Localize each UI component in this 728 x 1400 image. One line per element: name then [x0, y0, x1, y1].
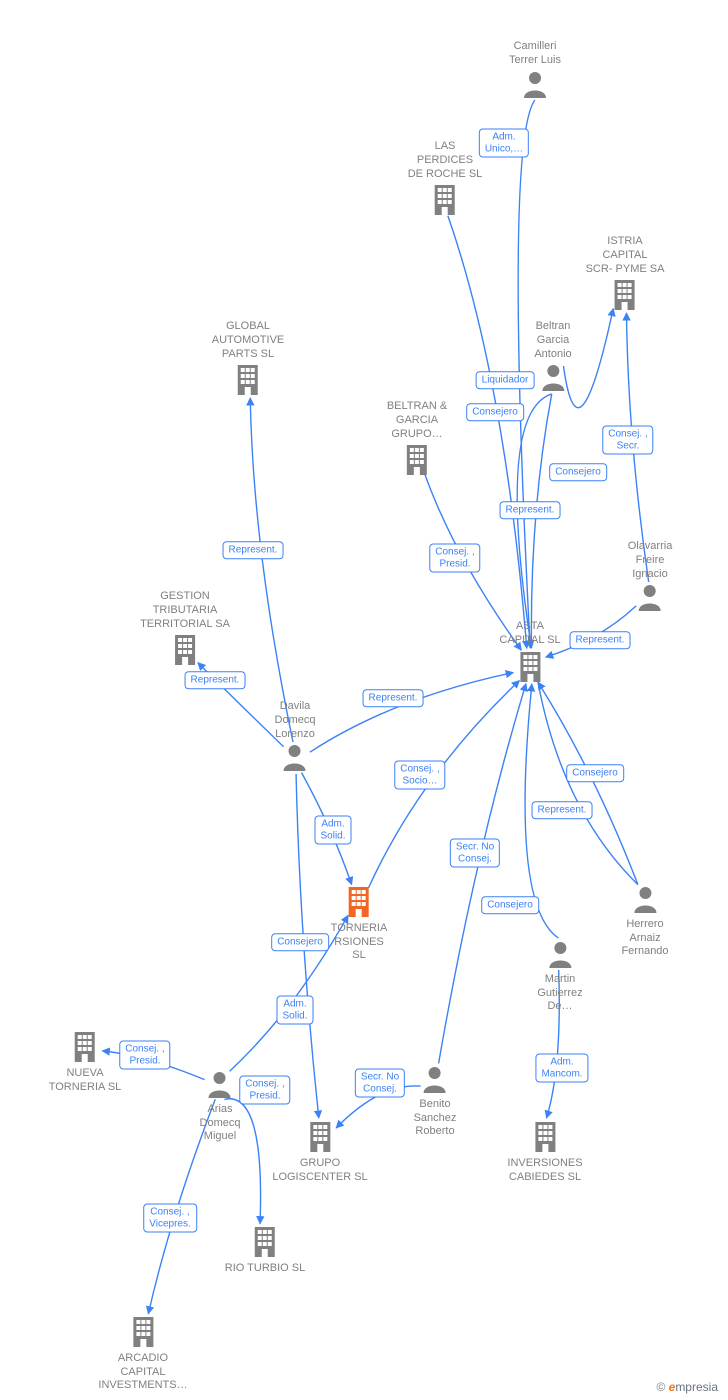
person-icon — [547, 940, 573, 973]
edge-label: Represent. — [363, 689, 424, 707]
node-label: TORNERIARSIONESSL — [331, 922, 388, 963]
node-benito[interactable]: BenitoSanchezRoberto — [414, 1065, 457, 1141]
node-label: BELTRAN &GARCIAGRUPO… — [387, 400, 447, 441]
edge-label: Liquidador — [476, 371, 535, 389]
node-camilleri[interactable]: CamilleriTerrer Luis — [509, 40, 561, 102]
edge-label: Adm.Solid. — [314, 816, 351, 845]
edge — [439, 684, 526, 1064]
building-icon — [531, 1120, 559, 1157]
node-label: NUEVATORNERIA SL — [49, 1067, 122, 1095]
node-martin[interactable]: MartinGutierrezDe… — [537, 940, 582, 1016]
node-inversiones[interactable]: INVERSIONESCABIEDES SL — [507, 1120, 582, 1186]
person-icon — [637, 583, 663, 616]
edge-label: Represent. — [500, 501, 561, 519]
building-icon — [306, 1120, 334, 1157]
edge — [538, 682, 638, 885]
edge-label: Consej. ,Presid. — [429, 544, 480, 573]
node-label: CamilleriTerrer Luis — [509, 40, 561, 68]
building-icon — [403, 443, 431, 480]
node-arcadio[interactable]: ARCADIOCAPITALINVESTMENTS… — [98, 1315, 187, 1395]
building-icon — [611, 278, 639, 315]
building-icon — [129, 1315, 157, 1352]
edge-label: Consejero — [481, 896, 539, 914]
edge — [517, 394, 552, 648]
node-label: AriasDomecqMiguel — [200, 1103, 241, 1144]
person-icon — [540, 363, 566, 396]
node-label: BeltranGarciaAntonio — [534, 320, 571, 361]
node-label: INVERSIONESCABIEDES SL — [507, 1157, 582, 1185]
node-herrero[interactable]: HerreroArnaizFernando — [621, 885, 668, 961]
node-label: LASPERDICESDE ROCHE SL — [408, 140, 483, 181]
node-rio[interactable]: RIO TURBIO SL — [225, 1225, 305, 1278]
building-icon — [234, 363, 262, 400]
person-icon — [422, 1065, 448, 1098]
node-olavarria[interactable]: OlavarriaFreireIgnacio — [628, 540, 673, 616]
building-icon — [516, 650, 544, 687]
edge — [531, 394, 551, 648]
node-beltran_c[interactable]: BELTRAN &GARCIAGRUPO… — [387, 400, 447, 480]
edge-label: Consejero — [466, 403, 524, 421]
edge-label: Represent. — [223, 541, 284, 559]
node-gestion[interactable]: GESTIONTRIBUTARIATERRITORIAL SA — [140, 590, 230, 670]
node-label: GESTIONTRIBUTARIATERRITORIAL SA — [140, 590, 230, 631]
node-arias[interactable]: AriasDomecqMiguel — [200, 1070, 241, 1146]
node-label: ISTRIACAPITALSCR- PYME SA — [586, 235, 665, 276]
building-icon — [171, 633, 199, 670]
edge-label: Represent. — [185, 671, 246, 689]
edge-label: Consej. ,Secr. — [602, 426, 653, 455]
node-istria[interactable]: ISTRIACAPITALSCR- PYME SA — [586, 235, 665, 315]
node-nueva[interactable]: NUEVATORNERIA SL — [49, 1030, 122, 1096]
node-torneria[interactable]: TORNERIARSIONESSL — [331, 885, 388, 965]
building-icon — [431, 183, 459, 220]
node-label: DavilaDomecqLorenzo — [275, 700, 316, 741]
edge-label: Consejero — [549, 463, 607, 481]
edge — [538, 682, 638, 885]
edge-label: Consej. ,Socio… — [394, 761, 445, 790]
edge-label: Consej. ,Presid. — [119, 1041, 170, 1070]
node-label: RIO TURBIO SL — [225, 1262, 305, 1276]
node-beltran_p[interactable]: BeltranGarciaAntonio — [534, 320, 571, 396]
node-grupo[interactable]: GRUPOLOGISCENTER SL — [272, 1120, 367, 1186]
node-davila[interactable]: DavilaDomecqLorenzo — [275, 700, 316, 776]
node-label: OlavarriaFreireIgnacio — [628, 540, 673, 581]
edge-label: Represent. — [532, 801, 593, 819]
node-label: ARCADIOCAPITALINVESTMENTS… — [98, 1352, 187, 1393]
edge-label: Consejero — [566, 764, 624, 782]
node-label: ASTACAPITAL SL — [499, 620, 560, 648]
edge — [310, 673, 513, 753]
edge-label: Represent. — [570, 631, 631, 649]
person-icon — [282, 743, 308, 776]
edge — [448, 216, 527, 649]
person-icon — [632, 885, 658, 918]
edge-label: Adm.Mancom. — [535, 1054, 588, 1083]
edge-label: Adm.Solid. — [276, 996, 313, 1025]
edge — [250, 398, 293, 742]
edge-label: Consej. ,Presid. — [239, 1076, 290, 1105]
node-label: MartinGutierrezDe… — [537, 973, 582, 1014]
node-label: BenitoSanchezRoberto — [414, 1098, 457, 1139]
person-icon — [207, 1070, 233, 1103]
building-icon — [251, 1225, 279, 1262]
edge-label: Consej. ,Vicepres. — [143, 1204, 197, 1233]
building-icon — [345, 885, 373, 922]
edge-label: Consejero — [271, 933, 329, 951]
node-global[interactable]: GLOBALAUTOMOTIVEPARTS SL — [212, 320, 285, 400]
edge-label: Secr. NoConsej. — [355, 1069, 405, 1098]
node-label: GRUPOLOGISCENTER SL — [272, 1157, 367, 1185]
edge-label: Secr. NoConsej. — [450, 839, 500, 868]
node-label: HerreroArnaizFernando — [621, 918, 668, 959]
node-asta[interactable]: ASTACAPITAL SL — [499, 620, 560, 686]
building-icon — [71, 1030, 99, 1067]
node-perdices[interactable]: LASPERDICESDE ROCHE SL — [408, 140, 483, 220]
edge-label: Adm.Unico,… — [479, 129, 529, 158]
node-label: GLOBALAUTOMOTIVEPARTS SL — [212, 320, 285, 361]
person-icon — [522, 70, 548, 103]
